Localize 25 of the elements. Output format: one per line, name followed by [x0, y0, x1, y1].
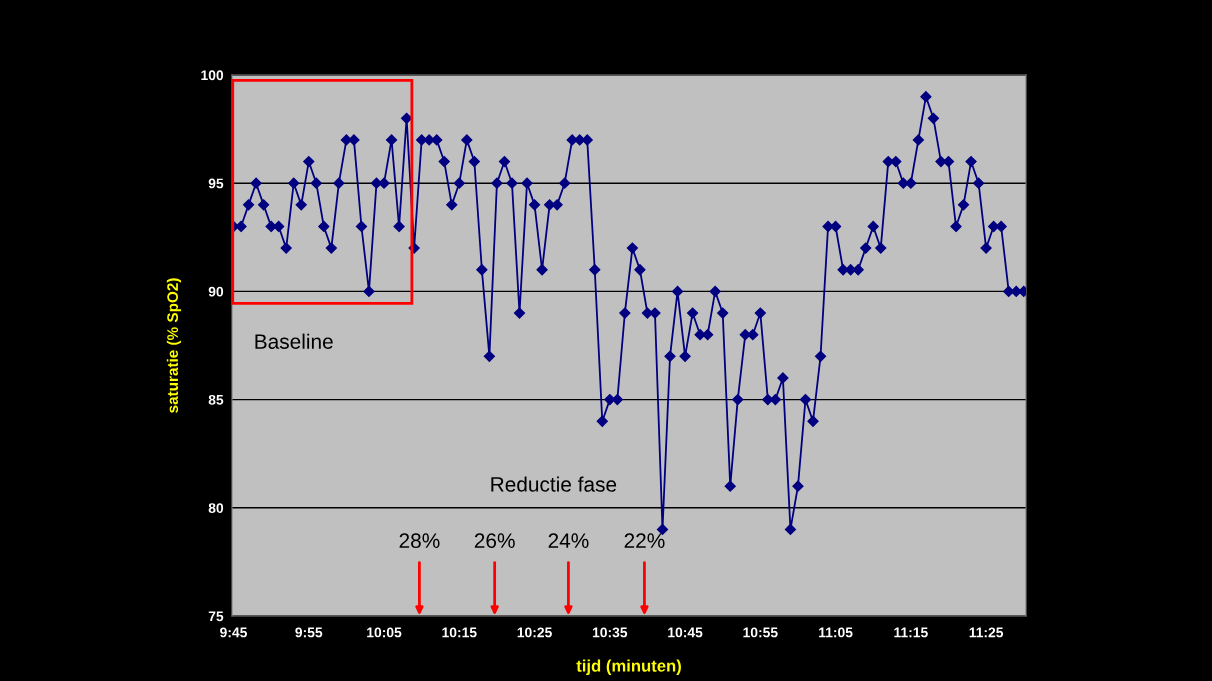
- y-tick-label: 95: [208, 178, 224, 189]
- y-tick-label: 100: [201, 70, 224, 81]
- annotation: Reductie fase: [491, 476, 617, 492]
- x-tick-label: 9:45: [220, 627, 248, 638]
- annotation: 24%: [548, 533, 589, 548]
- annotation: 26%: [474, 533, 515, 549]
- y-tick-label: 75: [208, 611, 224, 622]
- y-tick-label: 80: [208, 503, 224, 513]
- x-tick-label: 9:55: [295, 627, 323, 638]
- y-tick-label: 85: [208, 394, 224, 405]
- x-tick-label: 10:25: [517, 627, 552, 638]
- x-tick-label: 10:55: [743, 627, 778, 638]
- x-tick-label: 11:05: [819, 627, 853, 638]
- y-axis-title: saturatie (% SpO2): [166, 278, 182, 413]
- y-tick-label: 90: [208, 286, 224, 297]
- annotation: 28%: [399, 533, 440, 549]
- x-tick-label: 10:35: [592, 627, 628, 638]
- x-tick-label: 10:45: [668, 627, 703, 638]
- annotation: Baseline: [255, 333, 333, 349]
- annotation: 22%: [624, 533, 665, 548]
- x-tick-label: 11:25: [969, 627, 1004, 638]
- x-tick-label: 11:15: [894, 627, 928, 638]
- x-tick-label: 10:05: [367, 627, 402, 638]
- x-axis-title: tijd (minuten): [576, 659, 681, 676]
- x-tick-label: 10:15: [442, 627, 477, 638]
